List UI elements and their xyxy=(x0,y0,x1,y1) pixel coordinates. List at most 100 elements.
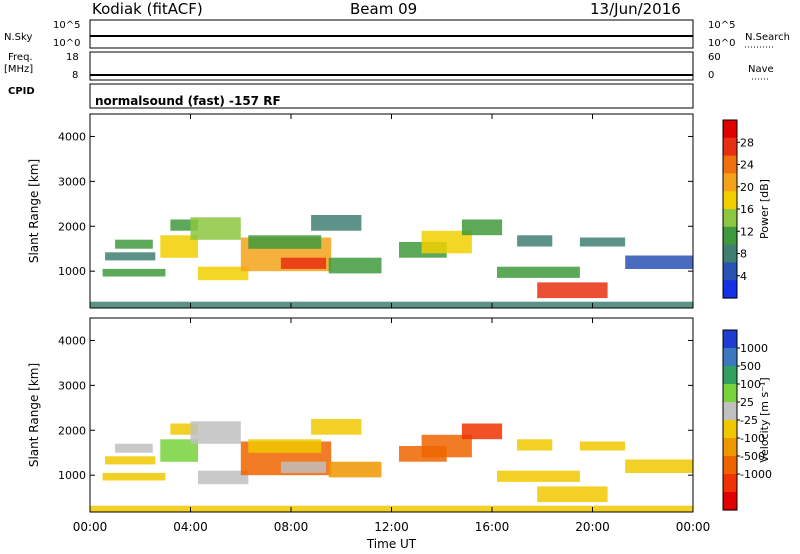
power-echo-band xyxy=(248,235,322,249)
velocity-y-axis-label: Slant Range [km] xyxy=(27,363,41,467)
power-colorbar-segment xyxy=(723,155,737,174)
velocity-echo-band xyxy=(105,456,156,465)
velocity-echo-band xyxy=(190,421,241,444)
velocity-colorbar-segment xyxy=(723,330,737,349)
velocity-y-tick-label: 3000 xyxy=(58,379,86,392)
velocity-colorbar-tick-label: -100 xyxy=(740,432,765,445)
power-colorbar-tick-label: 28 xyxy=(740,136,754,149)
nsearch-bottom-label: 10^0 xyxy=(708,38,736,49)
power-y-axis-label: Slant Range [km] xyxy=(27,159,41,263)
power-y-tick-label: 1000 xyxy=(58,265,86,278)
velocity-colorbar-segment xyxy=(723,366,737,385)
power-colorbar-segment xyxy=(723,120,737,139)
power-echo-band xyxy=(190,217,241,240)
x-tick-label: 00:00 xyxy=(73,520,108,534)
power-colorbar-segment xyxy=(723,244,737,263)
velocity-echo-band xyxy=(160,439,198,462)
velocity-colorbar-tick-label: 500 xyxy=(740,360,761,373)
power-colorbar-segment xyxy=(723,280,737,299)
velocity-colorbar-segment xyxy=(723,474,737,493)
velocity-colorbar-segment xyxy=(723,384,737,403)
power-colorbar-label: Power [dB] xyxy=(758,179,771,239)
power-echo-band xyxy=(170,219,198,231)
velocity-colorbar-label: Velocity [m s⁻¹] xyxy=(758,377,771,462)
power-echo-band xyxy=(497,266,580,278)
program-label: normalsound (fast) -157 RF xyxy=(95,94,281,108)
velocity-echo-band xyxy=(170,423,198,435)
velocity-echo-band xyxy=(280,461,327,473)
velocity-plot-bg xyxy=(90,318,693,512)
station-title: Kodiak (fitACF) xyxy=(92,0,203,18)
nsky-top-label: 10^5 xyxy=(53,20,81,31)
power-echo-band xyxy=(517,235,553,247)
velocity-colorbar-segment xyxy=(723,348,737,367)
velocity-colorbar-tick-label: 25 xyxy=(740,396,754,409)
x-tick-label: 00:00 xyxy=(676,520,711,534)
velocity-colorbar-tick-label: -500 xyxy=(740,450,765,463)
velocity-colorbar-segment xyxy=(723,438,737,457)
power-echo-band xyxy=(115,239,153,249)
velocity-echo-band xyxy=(517,439,553,451)
nave-label: Nave xyxy=(748,64,774,75)
power-echo-band xyxy=(537,282,608,299)
power-colorbar-segment xyxy=(723,173,737,192)
date-title: 13/Jun/2016 xyxy=(590,0,681,18)
nsky-bottom-label: 10^0 xyxy=(53,38,81,49)
nsearch-top-label: 10^5 xyxy=(708,20,736,31)
power-echo-band xyxy=(102,268,166,277)
power-colorbar-segment xyxy=(723,262,737,281)
velocity-echo-band xyxy=(625,459,693,473)
nave-low-label: 0 xyxy=(708,70,715,81)
velocity-y-tick-label: 4000 xyxy=(58,334,86,347)
nsky-strip-frame xyxy=(89,19,694,49)
power-echo-band xyxy=(461,219,503,236)
beam-title: Beam 09 xyxy=(350,0,418,18)
x-axis-label: Time UT xyxy=(366,537,417,551)
x-tick-label: 16:00 xyxy=(475,520,510,534)
power-colorbar-tick-label: 8 xyxy=(740,248,747,261)
freq-low-label: 8 xyxy=(72,70,79,81)
velocity-colorbar-tick-label: 1000 xyxy=(740,342,768,355)
power-colorbar-segment xyxy=(723,137,737,157)
velocity-y-tick-label: 2000 xyxy=(58,424,86,437)
velocity-echo-band xyxy=(421,434,472,458)
velocity-echo-band xyxy=(198,470,249,485)
power-y-tick-label: 3000 xyxy=(58,175,86,188)
power-colorbar-tick-label: 20 xyxy=(740,181,754,194)
velocity-echo-band xyxy=(537,486,608,503)
cpid-label: CPID xyxy=(8,86,35,97)
velocity-colorbar-tick-label: -25 xyxy=(740,414,758,427)
velocity-echo-band xyxy=(248,439,322,453)
velocity-echo-band xyxy=(497,470,580,482)
freq-strip-frame xyxy=(89,51,694,81)
x-tick-label: 12:00 xyxy=(374,520,409,534)
velocity-colorbar-segment xyxy=(723,456,737,475)
velocity-y-tick-label: 1000 xyxy=(58,469,86,482)
freq-label: Freq. xyxy=(8,52,33,63)
power-echo-band xyxy=(579,237,626,247)
velocity-echo-band xyxy=(115,443,153,453)
power-colorbar-tick-label: 12 xyxy=(740,225,754,238)
power-echo-band xyxy=(311,215,362,231)
power-plot-bg xyxy=(90,114,693,308)
power-colorbar-tick-label: 24 xyxy=(740,159,754,172)
velocity-colorbar-tick-label: -1000 xyxy=(740,468,772,481)
x-tick-label: 20:00 xyxy=(575,520,610,534)
power-y-tick-label: 2000 xyxy=(58,220,86,233)
x-tick-label: 04:00 xyxy=(173,520,208,534)
velocity-colorbar-tick-label: 100 xyxy=(740,378,761,391)
power-colorbar-tick-label: 16 xyxy=(740,203,754,216)
power-echo-band xyxy=(421,230,472,254)
velocity-echo-band xyxy=(328,461,382,478)
power-echo-band xyxy=(328,257,382,274)
power-colorbar-segment xyxy=(723,191,737,210)
velocity-echo-band xyxy=(461,423,503,440)
power-colorbar-segment xyxy=(723,226,737,246)
power-y-tick-label: 4000 xyxy=(58,130,86,143)
nsky-label: N.Sky xyxy=(4,32,33,43)
x-tick-label: 08:00 xyxy=(274,520,309,534)
velocity-colorbar-segment xyxy=(723,492,737,511)
freq-unit-label: [MHz] xyxy=(4,64,34,75)
